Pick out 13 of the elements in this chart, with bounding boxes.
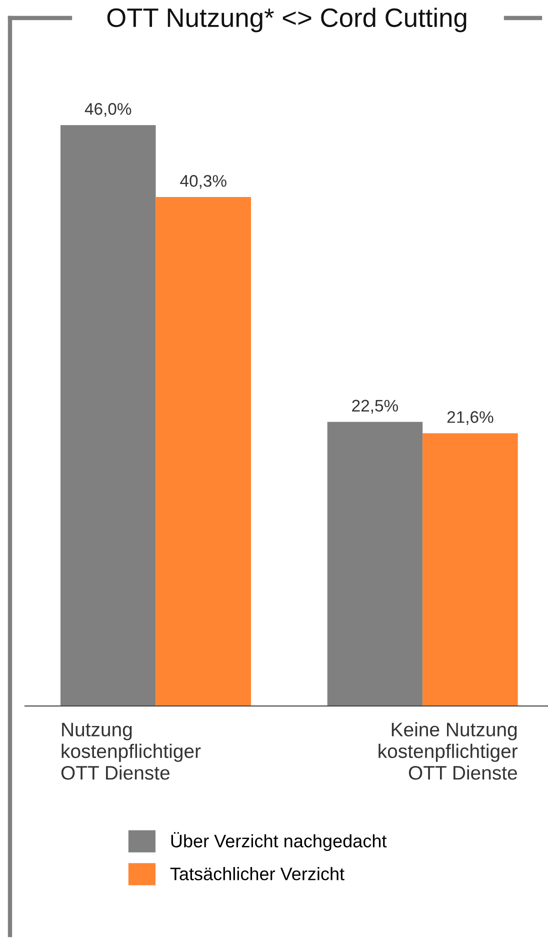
bar (327, 422, 423, 706)
bar (422, 433, 518, 706)
data-label: 46,0% (84, 103, 132, 117)
legend-label: Tatsächlicher Verzicht (170, 867, 344, 880)
data-label: 40,3% (180, 175, 226, 189)
x-tick-label: Nutzung kostenpflichtiger OTT Dienste (61, 722, 201, 780)
chart-title: OTT Nutzung* <> Cord Cutting (107, 8, 466, 32)
bar (156, 197, 252, 706)
x-tick-label: Keine Nutzung kostenpflichtiger OTT Dienste (378, 722, 518, 780)
bar (60, 125, 156, 706)
legend-label: Über Verzicht nachgedacht (171, 832, 387, 852)
data-label: 21,6% (447, 411, 494, 425)
data-label: 22,5% (352, 400, 398, 414)
